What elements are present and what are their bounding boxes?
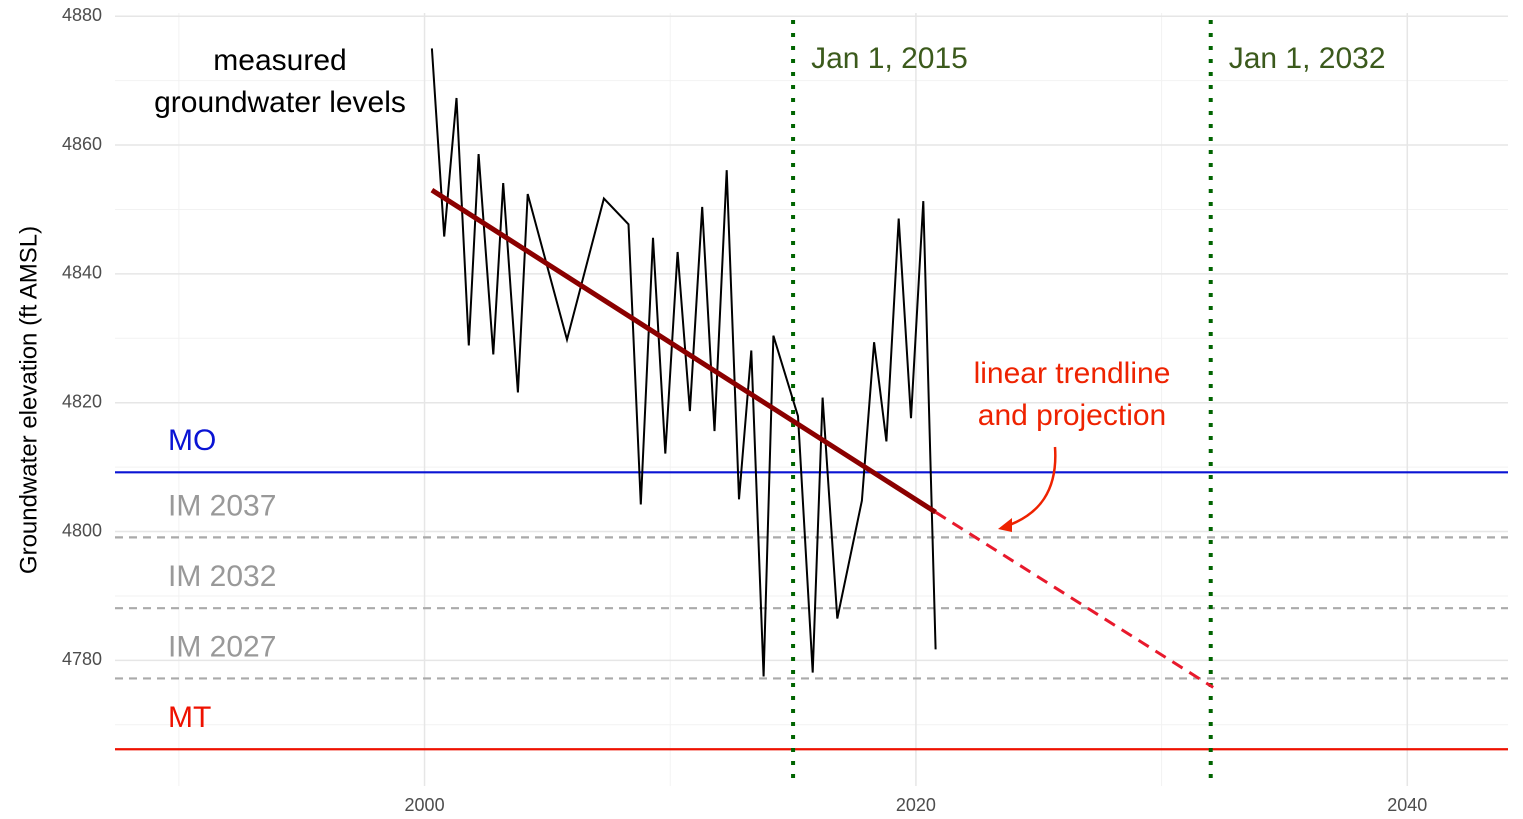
annotation: linear trendline [974, 357, 1171, 390]
annotation-arrowhead [998, 518, 1012, 532]
x-tick-label: 2000 [405, 795, 445, 815]
series-line [430, 48, 937, 677]
annotation: measured [213, 44, 346, 77]
threshold-label: MO [168, 424, 216, 457]
x-tick-label: 2040 [1387, 795, 1427, 815]
annotation: and projection [978, 399, 1166, 432]
y-tick-label: 4840 [62, 263, 102, 283]
y-tick-label: 4880 [62, 5, 102, 25]
annotation-arrow [1003, 446, 1057, 529]
y-tick-label: 4780 [62, 649, 102, 669]
annotation: groundwater levels [154, 86, 406, 119]
series-line [430, 187, 937, 515]
threshold-label: IM 2032 [168, 560, 276, 593]
threshold-label: IM 2037 [168, 489, 276, 522]
date-label: Jan 1, 2032 [1229, 42, 1386, 75]
threshold-label: MT [168, 701, 211, 734]
series-line [934, 510, 1215, 689]
threshold-label: IM 2027 [168, 630, 276, 663]
y-tick-label: 4860 [62, 134, 102, 154]
y-tick-label: 4800 [62, 520, 102, 540]
date-label: Jan 1, 2015 [811, 42, 968, 75]
x-tick-label: 2020 [896, 795, 936, 815]
y-tick-label: 4820 [62, 391, 102, 411]
y-axis-label: Groundwater elevation (ft AMSL) [15, 226, 42, 574]
